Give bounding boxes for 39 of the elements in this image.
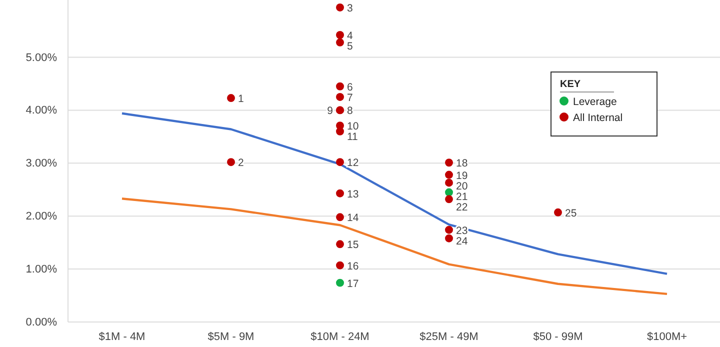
- annotation: 20: [456, 180, 468, 192]
- annotation: 16: [347, 260, 359, 272]
- annotation: 13: [347, 188, 359, 200]
- annotation: 10: [347, 120, 359, 133]
- y-tick-label: 2.00%: [26, 210, 58, 223]
- annotation: 9: [327, 105, 334, 118]
- annotation: 15: [347, 239, 359, 252]
- x-tick-label: $1M - 4M: [98, 330, 146, 343]
- annotation: 17: [347, 278, 359, 290]
- y-tick-label: 1.00%: [26, 264, 58, 276]
- annotation: 11: [347, 131, 358, 144]
- annotation: 18: [456, 158, 468, 170]
- annotation: 12: [347, 157, 359, 170]
- annotation: 6: [347, 81, 353, 94]
- y-tick-label: 3.00%: [26, 158, 58, 170]
- y-tick-label: 5.00%: [26, 52, 58, 64]
- x-tick-label: $5M - 9M: [208, 330, 254, 343]
- annotation: 5: [347, 40, 353, 53]
- annotation: 22: [456, 201, 468, 214]
- annotation: 7: [347, 92, 353, 104]
- annotation: 21: [456, 190, 468, 203]
- annotation: 24: [456, 235, 468, 248]
- legend-title: KEY: [560, 79, 581, 90]
- x-tick-label: $25M - 49M: [420, 330, 478, 343]
- annotation: 19: [456, 170, 468, 182]
- annotation: 4: [347, 30, 353, 42]
- legend-label: All Internal: [573, 112, 623, 124]
- legend-label: Leverage: [573, 96, 617, 108]
- annotation: 2: [238, 157, 244, 170]
- y-tick-label: 0.00%: [26, 316, 58, 329]
- annotation: 1: [238, 93, 244, 106]
- annotation: 8: [347, 105, 353, 118]
- annotation: 3: [347, 2, 353, 14]
- annotation: 14: [347, 212, 359, 224]
- y-tick-label: 4.00%: [26, 104, 58, 117]
- x-tick-label: $50 - 99M: [533, 330, 583, 343]
- annotation: 25: [565, 207, 577, 220]
- x-tick-label: $10M - 24M: [310, 330, 370, 343]
- x-tick-label: $100M+: [646, 330, 688, 343]
